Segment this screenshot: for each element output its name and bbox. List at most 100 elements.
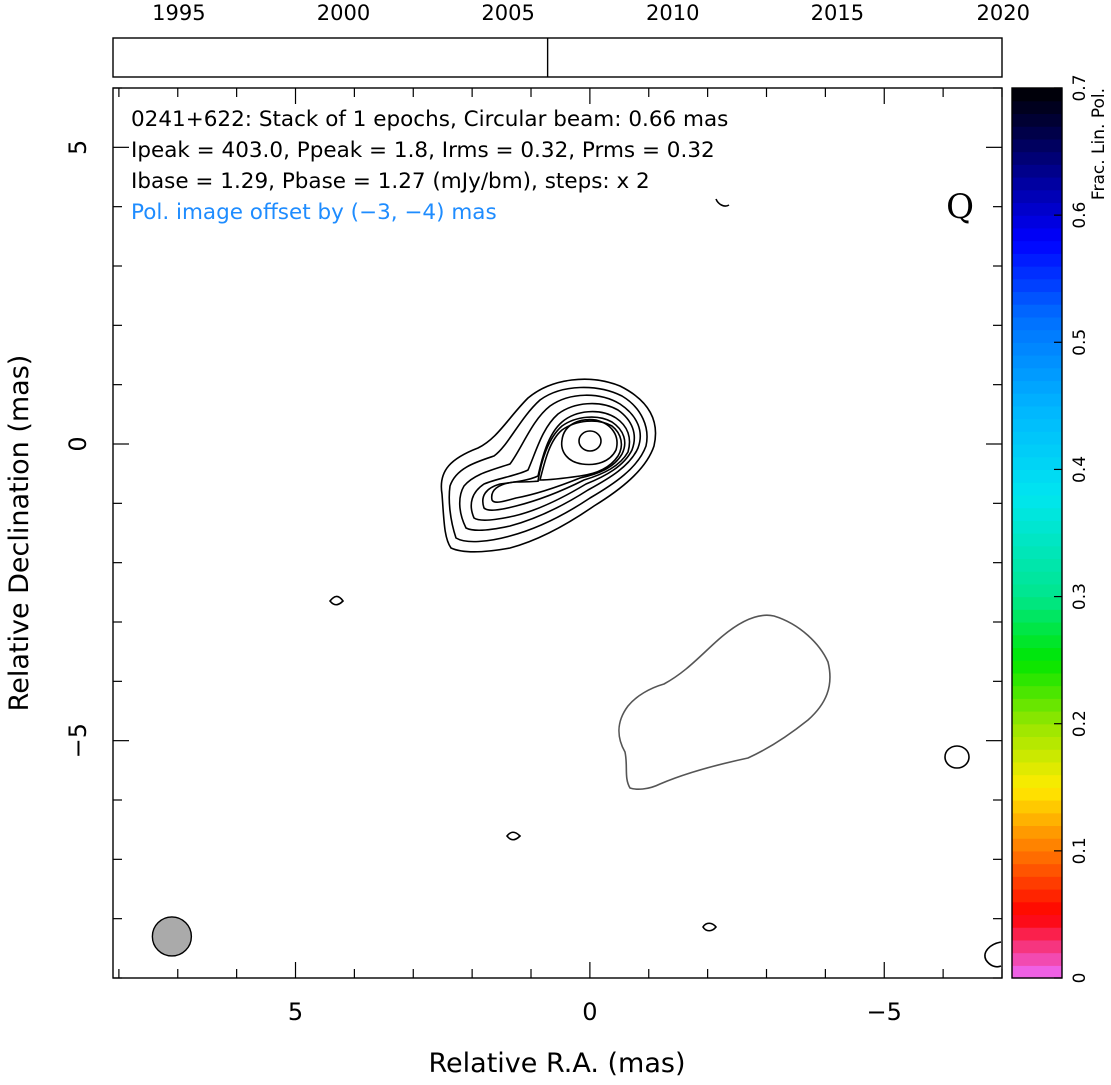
- x-tick-label: 5: [288, 998, 303, 1026]
- colorbar-band: [1012, 151, 1062, 165]
- info-line-1: 0241+622: Stack of 1 epochs, Circular be…: [131, 107, 728, 132]
- colorbar-band: [1012, 278, 1062, 293]
- colorbar-band: [1012, 342, 1062, 356]
- colorbar-band: [1012, 202, 1062, 216]
- colorbar-band: [1012, 138, 1062, 153]
- colorbar-band: [1012, 494, 1062, 509]
- x-tick-label: 0: [582, 998, 597, 1026]
- beam-ellipse: [151, 916, 193, 957]
- colorbar-frame: [1011, 87, 1063, 979]
- colorbar-band: [1012, 672, 1062, 687]
- colorbar-band: [1012, 520, 1062, 534]
- colorbar-band: [1012, 838, 1062, 852]
- isolated-contour: [328, 595, 345, 606]
- isolated-contour: [702, 922, 718, 932]
- timeline-year-label: 2020: [977, 1, 1030, 25]
- colorbar-band: [1012, 393, 1062, 407]
- colorbar-band: [1012, 355, 1062, 369]
- contour-level-5: [482, 410, 631, 511]
- timeline-year-label: 1995: [152, 1, 205, 25]
- colorbar-band: [1012, 291, 1062, 305]
- contour-level-2: [448, 386, 648, 543]
- contour-level-7: [538, 420, 623, 481]
- colorbar-tick-label: 0.2: [1070, 710, 1090, 737]
- colorbar-band: [1012, 660, 1062, 674]
- timeline-year-label: 2010: [646, 1, 699, 25]
- colorbar-band: [1012, 685, 1062, 699]
- stokes-i-contours: [328, 198, 1002, 968]
- colorbar-band: [1012, 405, 1062, 420]
- colorbar-band: [1012, 444, 1062, 458]
- colorbar-band: [1012, 571, 1062, 585]
- polarization-contour: [618, 614, 831, 790]
- colorbar-band: [1012, 189, 1062, 204]
- colorbar-band: [1012, 698, 1062, 712]
- colorbar-band: [1012, 965, 1062, 979]
- colorbar-tick-label: 0.1: [1070, 837, 1090, 864]
- colorbar-band: [1012, 939, 1062, 954]
- colorbar-band: [1012, 316, 1062, 331]
- colorbar-band: [1012, 253, 1062, 267]
- timeline-year-label: 2000: [317, 1, 370, 25]
- colorbar-tick-label: 0: [1070, 973, 1090, 984]
- colorbar-band: [1012, 800, 1062, 814]
- colorbar-band: [1012, 227, 1062, 242]
- colorbar-tick-label: 0.3: [1070, 583, 1090, 610]
- info-line-2: Ipeak = 403.0, Ppeak = 1.8, Irms = 0.32,…: [131, 138, 715, 163]
- colorbar-band: [1012, 431, 1062, 445]
- isolated-contour: [944, 745, 970, 769]
- colorbar-band: [1012, 583, 1062, 598]
- x-tick-label: −5: [867, 998, 902, 1026]
- y-tick-label: 5: [64, 140, 92, 155]
- colorbar-band: [1012, 736, 1062, 750]
- colorbar-band: [1012, 418, 1062, 432]
- colorbar-band: [1012, 863, 1062, 877]
- x-axis-title: Relative R.A. (mas): [429, 1048, 686, 1079]
- colorbar-band: [1012, 164, 1062, 178]
- stokes-label: Q: [946, 187, 974, 227]
- timeline-frame: [112, 37, 1003, 78]
- colorbar-band: [1012, 507, 1062, 521]
- colorbar-band: [1012, 723, 1062, 738]
- colorbar-band: [1012, 952, 1062, 966]
- y-axis-title: Relative Declination (mas): [4, 355, 35, 712]
- y-tick-label: 0: [64, 436, 92, 451]
- colorbar-band: [1012, 901, 1062, 916]
- y-tick-label: −5: [64, 723, 92, 758]
- colorbar-tick-label: 0.5: [1070, 329, 1090, 356]
- plot-frame: [112, 87, 1003, 979]
- colorbar-band: [1012, 545, 1062, 560]
- colorbar-band: [1012, 812, 1062, 827]
- timeline-year-label: 2005: [481, 1, 534, 25]
- colorbar-tick-label: 0.7: [1070, 74, 1090, 101]
- colorbar-band: [1012, 711, 1062, 725]
- colorbar-band: [1012, 88, 1062, 102]
- colorbar-band: [1012, 609, 1062, 623]
- contour-level-6: [490, 416, 626, 503]
- colorbar-band: [1012, 927, 1062, 941]
- colorbar-band: [1012, 533, 1062, 547]
- colorbar-band: [1012, 787, 1062, 801]
- contour-level-3: [458, 394, 642, 531]
- colorbar-band: [1012, 558, 1062, 572]
- colorbar-band: [1012, 647, 1062, 661]
- colorbar-band: [1012, 761, 1062, 776]
- colorbar-band: [1012, 889, 1062, 903]
- colorbar-band: [1012, 850, 1062, 865]
- colorbar-band: [1012, 380, 1062, 394]
- colorbar-band: [1012, 113, 1062, 127]
- colorbar-band: [1012, 634, 1062, 649]
- colorbar-tick-label: 0.4: [1070, 456, 1090, 483]
- colorbar-band: [1012, 266, 1062, 280]
- contour-level-8: [560, 418, 618, 466]
- colorbar: 0 0.1 0.2 0.3 0.4 0.5 0.6 0.7 Frac. Lin. Pol.: [1011, 74, 1109, 984]
- colorbar-band: [1012, 876, 1062, 890]
- colorbar-band: [1012, 177, 1062, 191]
- timeline-year-label: 2015: [811, 1, 864, 25]
- colorbar-band: [1012, 456, 1062, 471]
- colorbar-band: [1012, 749, 1062, 763]
- colorbar-band: [1012, 240, 1062, 254]
- isolated-contour: [715, 198, 730, 207]
- colorbar-band: [1012, 774, 1062, 788]
